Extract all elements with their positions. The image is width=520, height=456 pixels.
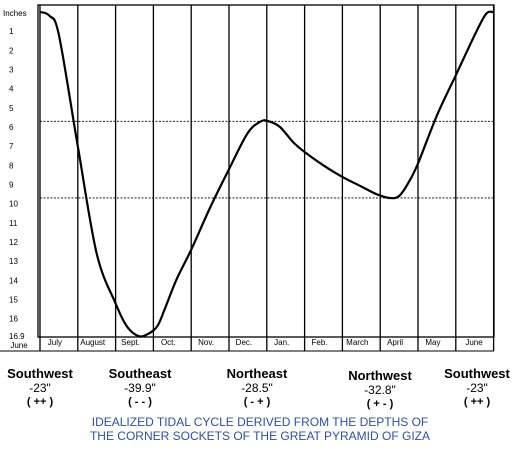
- y-tick-label: 10: [9, 200, 18, 209]
- x-month-label: June: [465, 338, 483, 347]
- x-month-label: May: [425, 338, 440, 347]
- y-tick-label: 6: [9, 123, 14, 132]
- y-tick-label: 2: [9, 46, 14, 55]
- chart-caption: IDEALIZED TIDAL CYCLE DERIVED FROM THE D…: [0, 415, 520, 443]
- tide-curve: [39, 10, 494, 338]
- corner-depth: -23": [29, 381, 51, 395]
- x-month-label: April: [387, 338, 403, 347]
- corner-sign: ( - + ): [243, 396, 271, 408]
- corner-depth: -28.5": [241, 381, 273, 395]
- caption-line-2: THE CORNER SOCKETS OF THE GREAT PYRAMID …: [89, 429, 431, 443]
- x-month-label: June: [10, 341, 28, 350]
- x-month-label: August: [80, 338, 106, 347]
- y-tick-label: 16.9: [9, 332, 25, 341]
- corner-label-southwest-start: Southwest -23" ( ++ ): [7, 366, 73, 409]
- corner-sign: ( ++ ): [26, 396, 54, 408]
- y-tick-label: 11: [9, 219, 18, 228]
- x-month-label: Sept.: [121, 338, 140, 347]
- y-tick-label: 3: [9, 66, 14, 75]
- y-tick-label: 15: [9, 296, 18, 305]
- corner-label-northwest: Northwest -32.8" ( + - ): [348, 368, 412, 411]
- corner-name: Northwest: [348, 368, 412, 383]
- corner-name: Southeast: [108, 366, 172, 381]
- y-tick-label: 16: [9, 315, 18, 324]
- corner-sign: ( + - ): [366, 398, 394, 410]
- x-month-label: March: [346, 338, 368, 347]
- y-tick-label: 14: [9, 276, 18, 285]
- x-month-label: Jan.: [274, 338, 289, 347]
- corner-sign: ( ++ ): [463, 396, 491, 408]
- y-tick-label: 7: [9, 142, 14, 151]
- corner-label-northeast: Northeast -28.5" ( - + ): [227, 366, 288, 409]
- corner-sign: ( - - ): [128, 396, 152, 408]
- x-month-label: July: [48, 338, 62, 347]
- y-tick-label: 12: [9, 238, 18, 247]
- x-month-label: Nov.: [198, 338, 214, 347]
- corner-depth: -39.9": [124, 381, 156, 395]
- corner-name: Northeast: [226, 366, 288, 381]
- y-tick-label: 13: [9, 257, 18, 266]
- corner-label-southwest-end: Southwest -23" ( ++ ): [444, 366, 510, 409]
- y-tick-label: 8: [9, 161, 14, 170]
- y-tick-label: 1: [9, 27, 14, 36]
- y-axis-title: Inches: [3, 9, 27, 18]
- corner-depth: -23": [466, 381, 488, 395]
- corner-name: Southwest: [7, 366, 73, 381]
- corner-label-southeast: Southeast -39.9" ( - - ): [109, 366, 172, 409]
- x-month-label: Dec.: [236, 338, 252, 347]
- corner-depth: -32.8": [364, 383, 396, 397]
- caption-line-1: IDEALIZED TIDAL CYCLE DERIVED FROM THE D…: [91, 415, 429, 429]
- x-month-label: Oct.: [161, 338, 176, 347]
- y-tick-label: 4: [9, 85, 14, 94]
- corner-name: Southwest: [444, 366, 510, 381]
- x-month-label: Feb.: [311, 338, 327, 347]
- y-tick-label: 5: [9, 104, 14, 113]
- y-tick-label: 9: [9, 181, 14, 190]
- plot-frame: [37, 4, 495, 338]
